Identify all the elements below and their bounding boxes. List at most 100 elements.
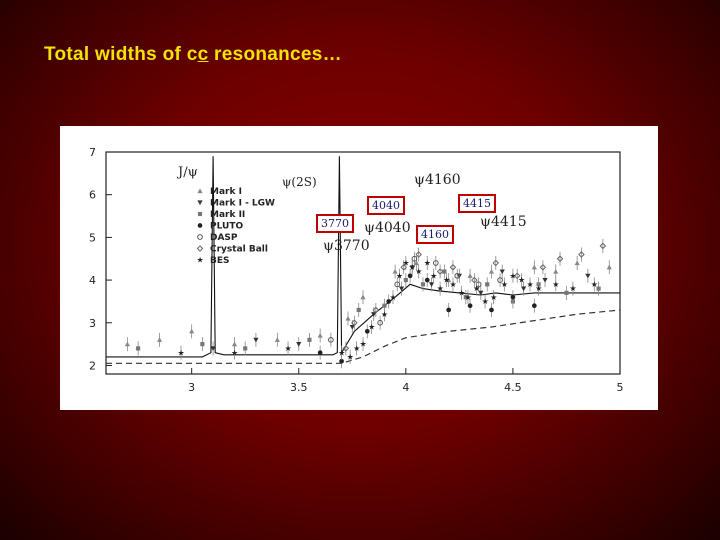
legend-marker [197, 234, 203, 240]
data-point: ★ [402, 259, 409, 268]
data-point [531, 264, 537, 270]
data-point [432, 260, 439, 266]
data-point [371, 312, 377, 317]
data-point [492, 259, 500, 267]
legend-marker [197, 200, 203, 206]
data-point [403, 277, 408, 283]
legend-label: Crystal Ball [210, 245, 268, 255]
data-point [574, 260, 580, 266]
y-tick-label: 4 [89, 274, 96, 287]
data-point: ★ [338, 348, 345, 357]
data-point: ★ [177, 348, 184, 357]
x-tick-label: 4.5 [504, 381, 521, 394]
legend-label: Mark I - LGW [210, 199, 275, 209]
data-point: ★ [347, 353, 354, 362]
data-point: ★ [458, 288, 465, 297]
data-point: ★ [353, 344, 360, 353]
data-point: ★ [591, 280, 598, 289]
data-point [124, 341, 131, 347]
data-point: ★ [509, 271, 516, 280]
data-point [539, 263, 547, 271]
data-point [307, 337, 312, 342]
data-point [364, 328, 370, 334]
tag-3770: 3770 [316, 214, 354, 233]
data-point [424, 277, 430, 283]
data-point: ★ [552, 280, 559, 289]
data-point [497, 277, 503, 283]
data-point: ★ [569, 284, 576, 293]
data-point [345, 315, 351, 321]
data-point [156, 337, 163, 342]
data-point [531, 303, 537, 309]
data-point [420, 282, 426, 287]
data-point [392, 268, 398, 274]
resonance-label: J/ψ [176, 165, 198, 180]
data-point [467, 303, 473, 309]
data-point [351, 319, 358, 327]
resonance-label: ψ3770 [323, 238, 370, 254]
tag-4415: 4415 [458, 194, 496, 213]
data-point [377, 319, 383, 326]
y-tick-label: 6 [89, 189, 96, 202]
data-point [478, 290, 484, 296]
legend-label: Mark II [210, 210, 245, 220]
data-point [542, 277, 548, 283]
data-point [296, 342, 302, 347]
data-point [136, 346, 141, 351]
x-tick-label: 3.5 [290, 381, 308, 394]
legend-label: PLUTO [210, 222, 243, 232]
fit-solid-line [106, 156, 620, 358]
data-point [599, 242, 607, 250]
data-point [360, 294, 366, 300]
tag-4160: 4160 [416, 225, 454, 244]
data-point: ★ [518, 276, 525, 285]
data-point [521, 286, 527, 292]
data-point [446, 277, 452, 283]
data-point [382, 303, 387, 308]
data-point [339, 358, 344, 364]
y-tick-label: 2 [89, 359, 96, 372]
y-tick-label: 7 [89, 146, 96, 159]
data-point: ★ [464, 293, 471, 302]
data-point [413, 260, 420, 266]
plot-frame [105, 151, 621, 375]
data-point [449, 263, 457, 271]
data-point [342, 345, 350, 352]
data-point [349, 324, 355, 330]
data-point [471, 276, 478, 284]
data-point [585, 273, 591, 279]
data-point [243, 346, 248, 351]
data-point [489, 307, 494, 313]
data-point [442, 269, 447, 274]
data-point: ★ [527, 280, 534, 289]
tag-4040: 4040 [367, 196, 405, 215]
legend-label: Mark I [210, 187, 242, 197]
data-point [556, 255, 564, 263]
data-point [372, 306, 380, 314]
data-point [411, 255, 418, 262]
data-point: ★ [501, 280, 508, 289]
data-point [488, 268, 495, 274]
data-point: ★ [389, 293, 396, 302]
data-point: ★ [396, 271, 403, 280]
data-point [189, 328, 195, 334]
data-point [274, 337, 280, 342]
legend-marker [197, 211, 203, 217]
legend-marker [196, 245, 204, 252]
data-point [578, 251, 585, 258]
data-point [485, 282, 490, 287]
data-point [553, 268, 559, 274]
x-tick-label: 5 [617, 381, 624, 394]
data-point: ★ [482, 297, 489, 306]
resonance-label: ψ(2S) [282, 175, 317, 189]
x-tick-label: 4 [402, 381, 409, 394]
data-point [328, 337, 334, 343]
data-point [407, 273, 413, 279]
data-point [513, 272, 521, 280]
x-tick-label: 3 [188, 381, 195, 394]
title-cbar: c [197, 44, 209, 65]
legend-label: BES [210, 256, 230, 266]
data-point [253, 337, 259, 343]
chart-panel: 3 3.5 4 4.5 5 2 3 4 5 6 7 ★ ★ ★ ★ ★ ★ ★ ★ ★ ★ ★ ★ ★ ★ ★ ★ ★ ★ ★ ★ ★ ★ ★ ★ ★… [60, 126, 658, 410]
data-point [467, 273, 473, 278]
